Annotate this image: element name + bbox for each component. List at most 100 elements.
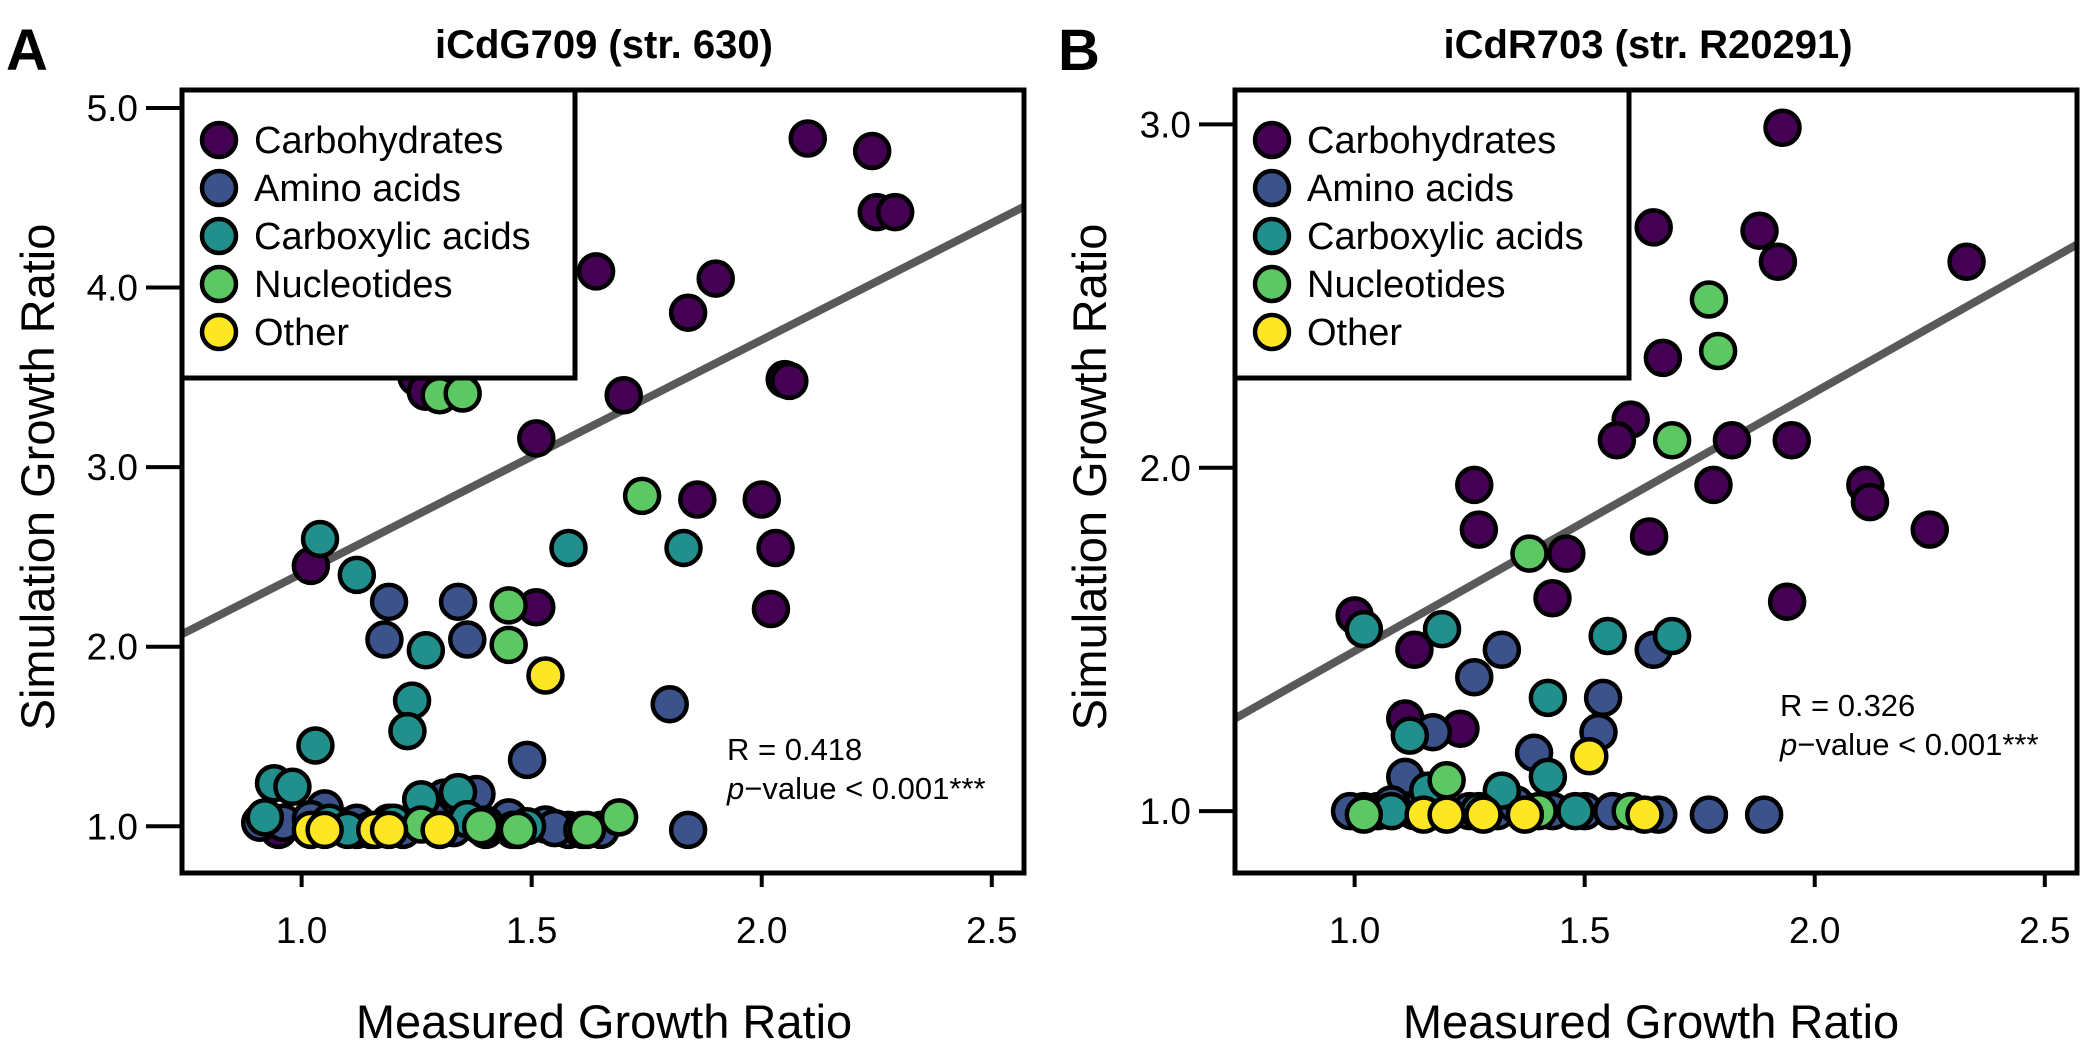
panel-b-point-carbohydrates — [1850, 482, 1890, 522]
panel-a-legend: Carbohydrates Amino acids Carboxylic acids… — [179, 87, 578, 381]
panel-b-point-nucleotides — [1689, 280, 1729, 319]
panel-b-point-amino-acids — [1455, 658, 1494, 697]
panel-b-x-tick-label: 1.0 — [1329, 910, 1380, 951]
panel-b-point-carboxylic-acids — [1556, 791, 1595, 831]
panel-a-point-carbohydrates — [742, 480, 781, 519]
panel-a-point-carbohydrates — [604, 376, 643, 415]
panel-a-point-other — [305, 810, 344, 850]
panel-b-axes: 1.0 1.5 2.0 2.5 1.0 2.0 3.0 — [1140, 104, 2071, 951]
panel-a-point-carboxylic-acids — [406, 631, 446, 670]
panel-b-title: iCdR703 (str. R20291) — [1443, 23, 1852, 67]
panel-a-legend-swatch-nucleotides — [199, 264, 239, 304]
panel-a-point-amino-acids — [438, 582, 478, 622]
panel-a-x-axis-label: Measured Growth Ratio — [356, 995, 852, 1048]
panel-b-point-nucleotides — [1427, 761, 1466, 800]
panel-a-point-carboxylic-acids — [296, 726, 335, 765]
panel-letter-b: B — [1058, 18, 1100, 83]
panel-b-y-tick-label: 2.0 — [1140, 448, 1191, 489]
panel-b-point-other — [1570, 736, 1609, 776]
panel-a-legend-label-amino-acids: Amino acids — [254, 168, 461, 210]
panel-b-y-axis-label: Simulation Growth Ratio — [1063, 224, 1116, 731]
panel-a-legend-label-carboxylic-acids: Carboxylic acids — [254, 216, 531, 258]
panel-b-points — [1330, 108, 1986, 834]
panel-a-point-nucleotides — [498, 810, 538, 850]
panel-b-point-carbohydrates — [1910, 510, 1950, 549]
panel-a-point-other — [526, 656, 565, 695]
panel-b-legend-label-carboxylic-acids: Carboxylic acids — [1307, 216, 1584, 258]
panel-a: A iCdG709 (str. 630) 1.0 1.5 2.0 2.5 1.0 2.0 3… — [6, 18, 1027, 1048]
panel-b-point-other — [1625, 795, 1664, 834]
panel-b-legend: Carbohydrates Amino acids Carboxylic acids… — [1232, 87, 1632, 381]
panel-a-p-value: p−value < 0.001*** — [726, 771, 986, 806]
panel-a-y-tick-label: 1.0 — [87, 806, 138, 847]
panel-b-x-tick-label: 1.5 — [1559, 910, 1610, 951]
panel-b-point-nucleotides — [1344, 795, 1384, 834]
panel-a-point-carbohydrates — [517, 419, 556, 458]
panel-a-points — [240, 119, 915, 850]
panel-a-point-amino-acids — [650, 684, 689, 724]
panel-b-p-value: p−value < 0.001*** — [1779, 727, 2039, 762]
panel-a-point-carboxylic-acids — [273, 767, 312, 807]
panel-b-point-other — [1505, 795, 1545, 834]
panel-a-point-amino-acids — [369, 582, 409, 622]
panel-b-point-carboxylic-acids — [1652, 616, 1692, 656]
panel-b-y-tick-label: 3.0 — [1140, 104, 1191, 145]
panel-a-point-carboxylic-acids — [245, 798, 285, 837]
panel-a-y-tick-label: 3.0 — [87, 447, 138, 488]
panel-b-y-tick-label: 1.0 — [1140, 791, 1191, 832]
panel-a-x-tick-label: 1.5 — [506, 910, 557, 951]
panel-a-legend-swatch-carboxylic-acids — [199, 216, 239, 256]
panel-b-point-carbohydrates — [1629, 517, 1669, 556]
panel-a-point-carbohydrates — [788, 119, 827, 158]
panel-a-y-tick-label: 5.0 — [87, 88, 138, 129]
panel-b-point-other — [1427, 795, 1466, 834]
panel-a-point-carboxylic-acids — [664, 528, 703, 568]
panel-b-point-carbohydrates — [1597, 421, 1637, 460]
panel-a-point-carboxylic-acids — [300, 519, 340, 559]
panel-b: B iCdR703 (str. R20291) 1.0 1.5 2.0 2.5 1.0 2… — [1058, 18, 2080, 1048]
panel-a-legend-swatch-carbohydrates — [199, 120, 239, 160]
panel-a-point-nucleotides — [567, 810, 607, 850]
panel-a-legend-swatch-other — [199, 312, 239, 352]
panel-b-r-value: R = 0.326 — [1780, 688, 1915, 723]
panel-b-legend-box — [1232, 87, 1632, 381]
panel-a-point-amino-acids — [448, 620, 487, 659]
panel-b-legend-swatch-other — [1252, 312, 1292, 352]
panel-a-point-carbohydrates — [678, 480, 717, 519]
panel-a-point-amino-acids — [507, 740, 547, 780]
panel-b-legend-swatch-carboxylic-acids — [1252, 216, 1292, 256]
panel-b-point-amino-acids — [1744, 795, 1784, 834]
panel-b-point-nucleotides — [1510, 534, 1549, 573]
panel-a-legend-label-carbohydrates: Carbohydrates — [254, 120, 503, 162]
panel-b-point-carboxylic-acids — [1588, 616, 1627, 656]
panel-a-y-tick-label: 4.0 — [87, 268, 138, 309]
panel-a-point-nucleotides — [599, 798, 639, 837]
panel-a-point-nucleotides — [443, 374, 482, 413]
panel-a-legend-box — [179, 87, 578, 381]
panel-a-legend-swatch-amino-acids — [199, 168, 239, 208]
panel-b-point-carbohydrates — [1455, 465, 1494, 505]
panel-b-point-carbohydrates — [1767, 582, 1807, 621]
panel-b-point-carbohydrates — [1740, 211, 1779, 251]
panel-a-x-tick-label: 2.0 — [736, 910, 787, 951]
panel-b-point-carbohydrates — [1694, 465, 1733, 505]
panel-a-title: iCdG709 (str. 630) — [435, 23, 773, 67]
panel-a-legend-label-other: Other — [254, 312, 349, 354]
panel-b-point-carboxylic-acids — [1528, 757, 1568, 797]
panel-a-legend-label-nucleotides: Nucleotides — [254, 264, 453, 306]
panel-a-y-axis-label: Simulation Growth Ratio — [11, 224, 64, 731]
panel-b-point-carbohydrates — [1947, 242, 1986, 281]
panel-b-x-axis-label: Measured Growth Ratio — [1403, 995, 1899, 1048]
panel-b-legend-label-carbohydrates: Carbohydrates — [1307, 120, 1556, 162]
panel-b-legend-label-nucleotides: Nucleotides — [1307, 264, 1506, 306]
panel-b-legend-label-other: Other — [1307, 312, 1402, 354]
panel-a-x-tick-label: 2.5 — [966, 910, 1017, 951]
panel-b-x-tick-label: 2.0 — [1789, 910, 1840, 951]
panel-b-point-carboxylic-acids — [1390, 716, 1430, 755]
panel-a-point-amino-acids — [365, 620, 404, 659]
panel-a-point-nucleotides — [461, 807, 501, 846]
panel-a-point-amino-acids — [668, 810, 708, 850]
panel-a-point-carbohydrates — [875, 192, 915, 232]
panel-b-point-amino-acids — [1583, 678, 1623, 718]
panel-a-point-carbohydrates — [751, 589, 791, 629]
